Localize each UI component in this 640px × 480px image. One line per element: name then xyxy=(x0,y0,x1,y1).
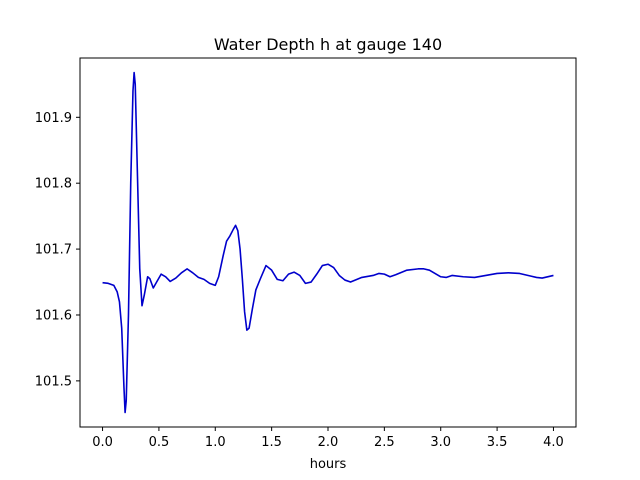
x-axis-label: hours xyxy=(310,457,347,472)
plot-area xyxy=(102,71,554,414)
y-tick-label: 101.7 xyxy=(35,243,72,258)
x-tick-label: 3.5 xyxy=(487,435,508,450)
x-tick-label: 4.0 xyxy=(543,435,564,450)
y-tick-label: 101.5 xyxy=(35,374,72,389)
y-tick-label: 101.8 xyxy=(35,177,72,192)
plot-frame xyxy=(79,57,577,428)
x-axis: 0.0 0.5 1.0 1.5 2.0 2.5 3.0 3.5 4.0 xyxy=(92,427,564,450)
y-tick-label: 101.6 xyxy=(35,308,72,323)
y-axis: 101.5 101.6 101.7 101.8 101.9 xyxy=(35,111,80,389)
x-tick-label: 2.5 xyxy=(374,435,395,450)
x-tick-label: 1.5 xyxy=(261,435,282,450)
x-tick-label: 3.0 xyxy=(430,435,451,450)
x-tick-label: 0.5 xyxy=(149,435,170,450)
series-line-0 xyxy=(102,71,554,414)
x-tick-label: 1.0 xyxy=(205,435,226,450)
x-tick-label: 0.0 xyxy=(92,435,113,450)
x-tick-label: 2.0 xyxy=(318,435,339,450)
y-tick-label: 101.9 xyxy=(35,111,72,126)
chart-title: Water Depth h at gauge 140 xyxy=(214,35,442,54)
